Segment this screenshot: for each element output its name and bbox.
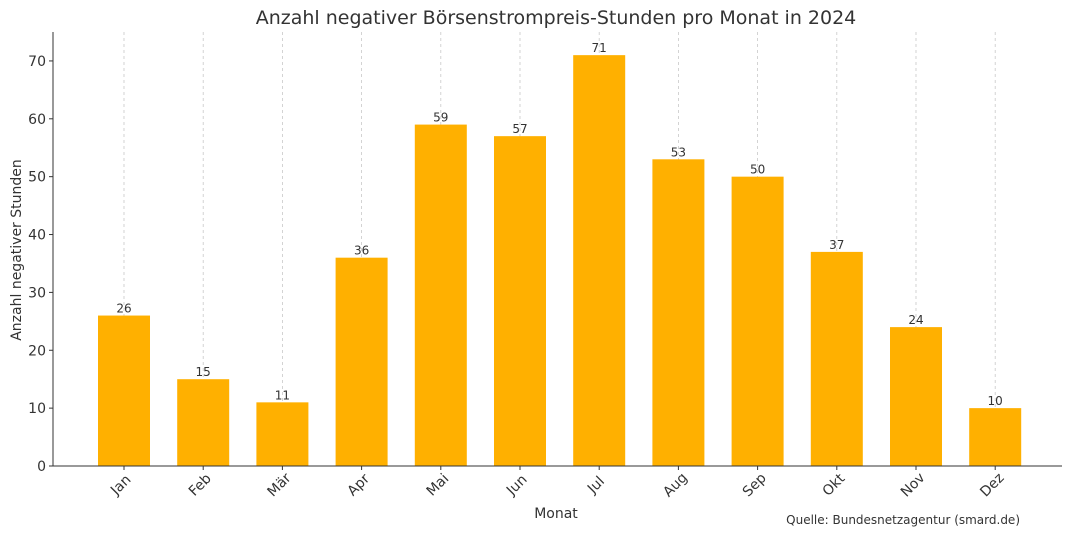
x-axis-ticks: Jan Feb Mär Apr Mai Jun Jul Aug Sep Okt Nov Dez <box>107 466 1007 500</box>
y-tick-label: 50 <box>28 170 46 186</box>
x-tick-label: Feb <box>186 471 215 500</box>
bar <box>256 402 309 466</box>
bar <box>573 55 626 466</box>
source-note: Quelle: Bundesnetzagentur (smard.de) <box>786 513 1020 527</box>
bar-value-label: 57 <box>512 122 527 136</box>
bar <box>177 379 230 466</box>
bar <box>335 257 388 466</box>
y-tick-label: 40 <box>28 228 46 244</box>
bar <box>414 124 467 466</box>
x-tick-label: Okt <box>820 470 849 499</box>
grid-lines <box>123 32 996 466</box>
x-tick-label: Mai <box>424 471 453 500</box>
bar <box>98 315 150 466</box>
y-tick-label: 70 <box>28 54 46 70</box>
y-tick-label: 20 <box>28 343 46 359</box>
x-tick-label: Aug <box>660 470 691 501</box>
bar-value-label: 53 <box>671 145 686 159</box>
bar <box>494 136 546 466</box>
bar-value-label: 26 <box>116 302 131 316</box>
y-tick-label: 30 <box>28 285 46 301</box>
x-tick-label: Jul <box>584 474 608 498</box>
x-tick-label: Jun <box>503 472 530 499</box>
bar-value-label: 24 <box>908 313 923 327</box>
bar <box>810 251 863 466</box>
bar-value-label: 10 <box>988 394 1003 408</box>
bar-value-label: 59 <box>433 111 448 125</box>
bar <box>969 408 1022 466</box>
chart-title: Anzahl negativer Börsenstrompreis-Stunde… <box>256 7 857 29</box>
bar-value-label: 11 <box>275 388 290 402</box>
x-tick-label: Jan <box>107 472 134 499</box>
x-tick-label: Apr <box>345 471 374 500</box>
bars <box>98 55 1022 466</box>
y-tick-label: 60 <box>28 112 46 128</box>
x-tick-label: Dez <box>977 470 1007 500</box>
bar <box>652 159 705 466</box>
value-labels: 26 15 11 36 59 57 71 53 50 37 24 10 <box>116 41 1002 408</box>
x-tick-label: Sep <box>740 470 770 500</box>
x-tick-label: Mär <box>265 470 295 500</box>
bar <box>731 176 784 466</box>
bar-value-label: 71 <box>592 41 607 55</box>
y-axis-ticks: 0 10 20 30 40 50 60 70 <box>28 54 53 475</box>
y-tick-label: 10 <box>28 401 46 417</box>
y-tick-label: 0 <box>37 459 46 475</box>
bar-value-label: 37 <box>829 238 844 252</box>
bar-value-label: 36 <box>354 244 369 258</box>
bar-value-label: 50 <box>750 163 765 177</box>
y-axis-label: Anzahl negativer Stunden <box>9 159 25 341</box>
bar-value-label: 15 <box>196 365 211 379</box>
x-tick-label: Nov <box>898 470 929 501</box>
bar <box>890 327 942 466</box>
x-axis-label: Monat <box>534 506 578 522</box>
